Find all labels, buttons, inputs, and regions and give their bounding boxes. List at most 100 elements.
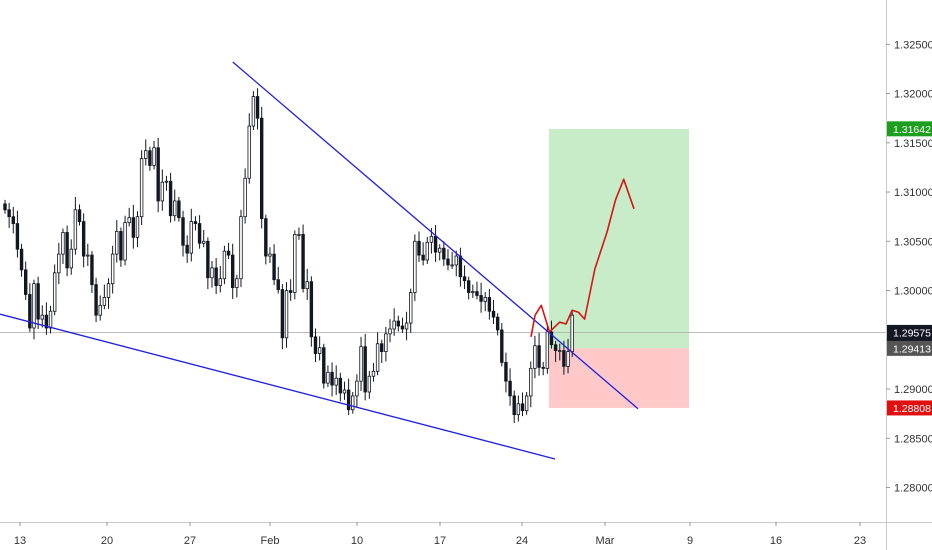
candle-body — [508, 380, 512, 397]
candle-body — [479, 295, 483, 302]
candle-body — [504, 362, 508, 382]
candle-body — [346, 389, 351, 411]
candle — [558, 343, 562, 361]
candle — [466, 276, 471, 300]
candle-body — [338, 377, 343, 394]
candle-body — [73, 209, 78, 250]
candle-body — [28, 294, 32, 329]
candle — [251, 91, 256, 131]
candle — [293, 230, 297, 300]
candle-body — [437, 247, 442, 253]
x-tick-label: 27 — [184, 535, 196, 547]
candle — [44, 302, 49, 335]
y-tick-label: 1.28500 — [894, 433, 932, 445]
candle — [206, 237, 210, 290]
candle — [131, 204, 136, 249]
candle — [148, 146, 152, 171]
candle-body — [280, 289, 285, 339]
candle — [218, 265, 222, 293]
candle — [367, 370, 372, 399]
candle-body — [429, 235, 434, 243]
price-axis[interactable]: 1.32500 1.32000 1.31500 1.31000 1.30500 1.300… — [886, 0, 932, 550]
candle-body — [462, 276, 467, 282]
candle — [119, 227, 123, 267]
candle-body — [264, 218, 268, 257]
candle — [7, 202, 11, 229]
candle-body — [65, 232, 69, 269]
candle-body — [380, 343, 384, 353]
candle — [471, 284, 475, 298]
candle-body — [255, 96, 260, 119]
candle-body — [330, 371, 334, 386]
candle-body — [235, 278, 239, 288]
candle-body — [119, 231, 123, 261]
candle — [115, 220, 119, 263]
candle — [210, 261, 214, 288]
candle-body — [135, 216, 140, 238]
candle-body — [131, 217, 136, 238]
time-axis[interactable]: 13 20 27 Feb 10 17 24 Mar 9 16 23 — [0, 522, 932, 547]
candle — [317, 336, 322, 361]
candle — [57, 242, 61, 285]
candle — [342, 381, 347, 400]
loss-zone — [549, 348, 689, 408]
candle-body — [284, 290, 289, 339]
x-tick-label: 16 — [770, 535, 782, 547]
candle — [255, 88, 260, 130]
candle — [508, 368, 512, 406]
candle — [524, 391, 529, 415]
candle-body — [545, 331, 550, 369]
candle-body — [293, 234, 297, 293]
candle — [404, 311, 409, 341]
candle-body — [185, 244, 189, 254]
price-tag-label: 1.28808 — [893, 403, 931, 415]
candle — [243, 168, 247, 224]
candle — [388, 319, 392, 343]
candle — [437, 244, 442, 261]
candle — [541, 361, 545, 376]
price-tag-bg — [887, 340, 932, 356]
candle — [264, 214, 268, 265]
candle-body — [86, 254, 90, 257]
candle — [173, 189, 177, 222]
candle — [417, 231, 421, 262]
candle — [446, 249, 450, 271]
candle — [98, 295, 102, 321]
candle-body — [218, 278, 222, 287]
candle-body — [351, 395, 355, 411]
x-tick-label: Mar — [596, 535, 615, 547]
candle — [230, 243, 235, 299]
candle — [301, 224, 305, 293]
candle — [516, 395, 521, 422]
candle — [363, 333, 367, 401]
price-tag-bg — [887, 121, 932, 137]
candle-body — [160, 181, 165, 202]
candle-body — [247, 125, 251, 179]
x-tick-label: 10 — [351, 535, 363, 547]
candle-body — [181, 217, 185, 246]
candle-body — [230, 254, 235, 288]
candle — [168, 172, 173, 223]
candle — [487, 289, 492, 320]
candle-body — [466, 280, 471, 293]
candle-body — [500, 329, 504, 363]
candle — [15, 210, 20, 258]
candle-body — [454, 255, 458, 266]
candle-body — [210, 267, 214, 279]
candle-body — [98, 304, 102, 316]
candle-body — [40, 314, 44, 320]
candle-body — [313, 336, 318, 354]
candle-body — [475, 291, 479, 296]
candle-body — [152, 147, 156, 166]
candle-body — [48, 310, 53, 329]
candle — [355, 374, 359, 408]
candle — [11, 206, 15, 234]
candle-body — [301, 234, 305, 289]
candle-body — [148, 150, 152, 166]
x-tick-label: 20 — [101, 535, 113, 547]
candle — [462, 265, 467, 290]
candle — [384, 326, 388, 362]
